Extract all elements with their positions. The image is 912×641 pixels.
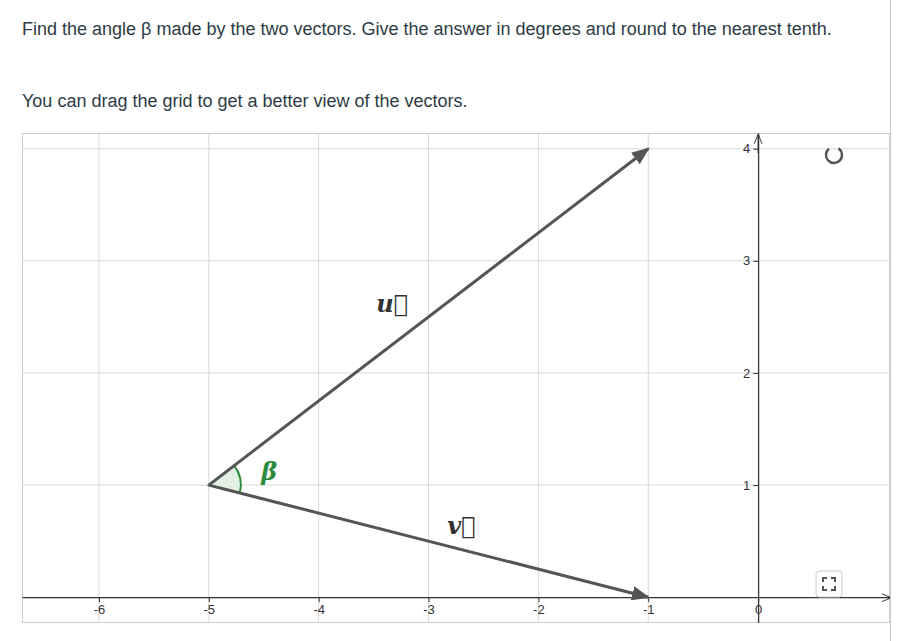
x-tick-label: -4 [313, 602, 325, 617]
x-tick: -4 [313, 597, 325, 617]
x-tick: -3 [423, 597, 435, 617]
x-tick: -1 [643, 597, 655, 617]
x-tick-label: -6 [94, 602, 106, 617]
y-tick: 3 [743, 253, 758, 268]
y-tick: 4 [743, 141, 758, 156]
subtitle: You can drag the grid to get a better vi… [22, 86, 842, 116]
x-tick-label: -5 [204, 602, 216, 617]
y-tick: 1 [743, 478, 758, 493]
reset-icon[interactable] [826, 148, 842, 163]
x-tick: -5 [204, 597, 216, 617]
fullscreen-icon[interactable] [823, 578, 835, 590]
grid-line [428, 133, 429, 623]
y-axis-line [758, 134, 759, 624]
reset-button[interactable] [826, 148, 842, 163]
grid-line [758, 133, 759, 623]
grid-line [22, 485, 890, 486]
divider [890, 0, 891, 641]
annotation: β [260, 457, 277, 486]
grid-line [208, 133, 209, 623]
fullscreen-box[interactable] [816, 571, 842, 597]
y-tick-mark [753, 485, 758, 486]
y-tick-mark [753, 261, 758, 262]
vectors [209, 149, 648, 598]
x-axis: -6-5-4-3-2-10 [23, 597, 891, 617]
y-tick-mark [753, 373, 758, 374]
vector [209, 149, 648, 485]
fullscreen-button[interactable] [816, 571, 842, 597]
frame [23, 134, 890, 623]
title: Find the angle β made by the two vectors… [22, 14, 842, 44]
annotation: v⃗ [447, 511, 475, 540]
y-tick-label: 4 [743, 141, 750, 156]
grid-line [22, 148, 890, 149]
grid-line [98, 133, 99, 623]
y-tick-label: 3 [743, 253, 750, 268]
x-tick-label: -2 [533, 602, 545, 617]
y-tick-label: 1 [743, 478, 750, 493]
grid [22, 133, 890, 623]
y-tick-mark [753, 149, 758, 150]
grid-line [22, 372, 890, 373]
vector [209, 485, 648, 597]
plot[interactable]: -6-5-4-3-2-101234u⃗v⃗β [22, 133, 890, 623]
grid-line [318, 133, 319, 623]
x-axis-line [23, 597, 891, 598]
y-tick-label: 2 [743, 366, 750, 381]
x-tick-label: -1 [643, 602, 655, 617]
grid-line [648, 133, 649, 623]
y-axis-arrow [758, 135, 759, 153]
annotation: u⃗ [376, 289, 408, 318]
grid-line [22, 260, 890, 261]
y-tick: 2 [743, 366, 758, 381]
x-tick-label: -3 [423, 602, 435, 617]
grid-line [538, 133, 539, 623]
x-tick: -2 [533, 597, 545, 617]
x-tick: -6 [94, 597, 106, 617]
y-axis: 1 2 3 4 [743, 134, 759, 624]
